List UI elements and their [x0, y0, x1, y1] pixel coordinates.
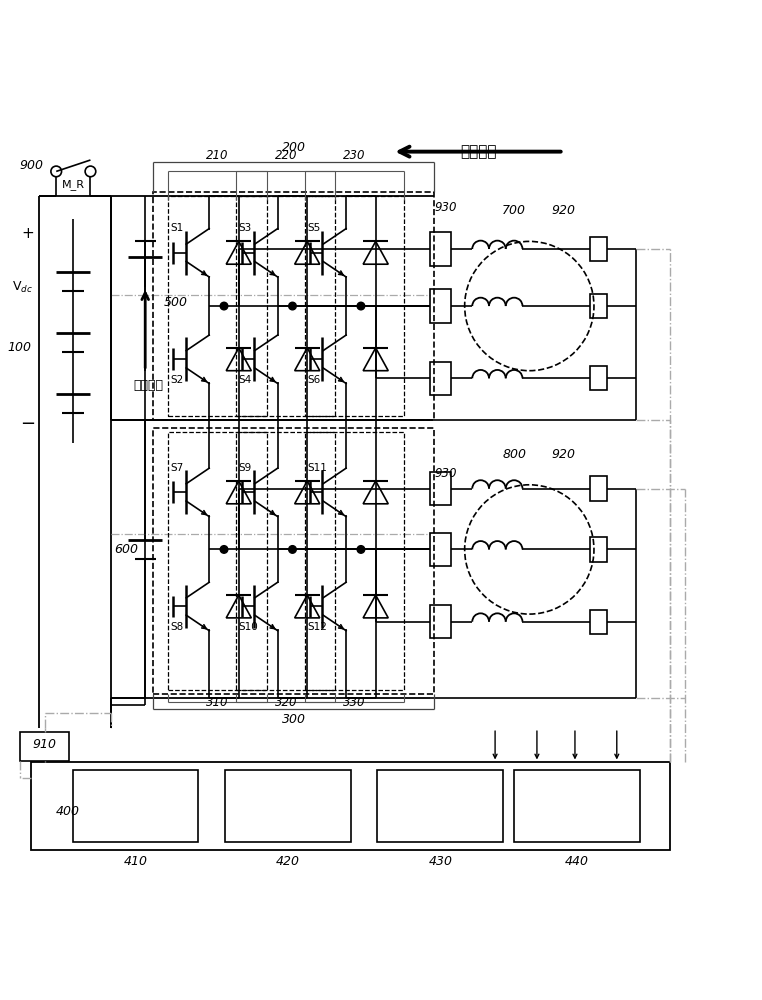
Text: 440: 440	[565, 855, 589, 868]
Text: S1: S1	[171, 223, 184, 233]
Bar	[153, 428, 434, 694]
Circle shape	[357, 546, 365, 553]
Text: S8: S8	[171, 622, 184, 632]
Text: S10: S10	[239, 622, 258, 632]
Text: S12: S12	[307, 622, 327, 632]
Text: S3: S3	[239, 223, 252, 233]
Bar	[431, 232, 451, 266]
Text: 320: 320	[274, 696, 297, 709]
Bar	[590, 366, 607, 390]
Text: 电压升高: 电压升高	[134, 379, 164, 392]
Text: 310: 310	[207, 696, 229, 709]
Text: 100: 100	[8, 341, 32, 354]
Circle shape	[220, 302, 228, 310]
Bar	[236, 432, 335, 690]
Bar	[236, 196, 335, 416]
Text: −: −	[20, 415, 35, 433]
Text: 410: 410	[124, 855, 148, 868]
Text: S6: S6	[307, 375, 321, 385]
Text: 500: 500	[165, 296, 188, 309]
Bar	[377, 770, 503, 842]
Bar	[431, 362, 451, 395]
Text: 910: 910	[33, 738, 57, 751]
Bar	[73, 770, 198, 842]
Bar	[590, 610, 607, 634]
Text: S9: S9	[239, 463, 252, 473]
Text: 420: 420	[276, 855, 300, 868]
Circle shape	[220, 546, 228, 553]
Text: 920: 920	[552, 448, 575, 461]
Bar	[431, 289, 451, 323]
Bar	[590, 294, 607, 318]
Text: 430: 430	[428, 855, 453, 868]
Text: 200: 200	[281, 141, 306, 154]
Bar	[431, 605, 451, 638]
Text: 再生能量: 再生能量	[460, 144, 497, 159]
Text: V$_{dc}$: V$_{dc}$	[11, 279, 33, 295]
Text: 800: 800	[502, 448, 526, 461]
Bar	[431, 472, 451, 505]
Bar	[168, 432, 267, 690]
Bar	[31, 762, 670, 850]
Text: 920: 920	[552, 204, 575, 217]
Text: +: +	[21, 226, 34, 241]
Text: 330: 330	[343, 696, 366, 709]
Text: 930: 930	[434, 201, 456, 214]
Text: M_R: M_R	[62, 179, 85, 190]
Bar	[153, 192, 434, 420]
Bar	[514, 770, 639, 842]
Circle shape	[357, 302, 365, 310]
Text: 930: 930	[434, 467, 456, 480]
Text: 700: 700	[502, 204, 526, 217]
Text: S11: S11	[307, 463, 327, 473]
Text: S2: S2	[171, 375, 184, 385]
Text: 600: 600	[114, 543, 138, 556]
Circle shape	[289, 546, 296, 553]
Text: 400: 400	[56, 805, 79, 818]
Bar	[305, 432, 404, 690]
Bar	[590, 476, 607, 501]
Text: 300: 300	[281, 713, 306, 726]
Bar	[431, 533, 451, 566]
Text: S4: S4	[239, 375, 252, 385]
Bar	[225, 770, 351, 842]
Bar	[20, 732, 69, 761]
Bar	[305, 196, 404, 416]
Bar	[590, 237, 607, 261]
Circle shape	[289, 302, 296, 310]
Bar	[168, 196, 267, 416]
Bar	[590, 537, 607, 562]
Text: 220: 220	[274, 149, 297, 162]
Text: 230: 230	[343, 149, 366, 162]
Text: S7: S7	[171, 463, 184, 473]
Text: S5: S5	[307, 223, 321, 233]
Text: 210: 210	[207, 149, 229, 162]
Text: 900: 900	[19, 159, 43, 172]
